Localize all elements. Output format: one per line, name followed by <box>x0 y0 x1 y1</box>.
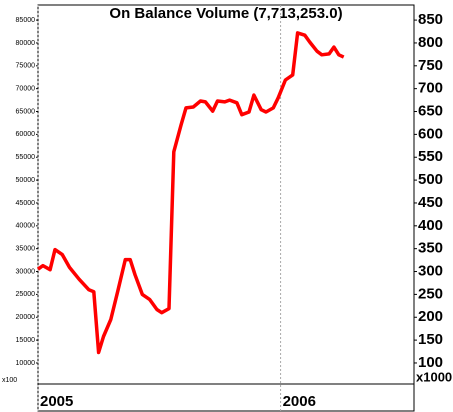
x-tick-label: 2005 <box>40 393 73 410</box>
x-axis-frame <box>37 383 415 412</box>
y-tick-label: 70000 <box>16 86 36 93</box>
y-tick-label: 15000 <box>16 337 36 344</box>
x-tick-label: 2006 <box>283 393 316 410</box>
y2-tick-label: 100 <box>418 354 443 371</box>
y-tick-label: 35000 <box>16 246 36 253</box>
y2-tick-label: 650 <box>418 102 443 119</box>
y2-tick-label: 200 <box>418 308 443 325</box>
y-tick-label: 30000 <box>16 268 36 275</box>
y2-tick-label: 250 <box>418 285 443 302</box>
y-tick-label: 10000 <box>16 360 36 367</box>
y2-tick-label: 750 <box>418 57 443 74</box>
y-tick-label: 40000 <box>16 223 36 230</box>
y-tick-label: 55000 <box>16 154 36 161</box>
y2-tick-label: 550 <box>418 148 443 165</box>
y-tick-label: 25000 <box>16 291 36 298</box>
y-tick-label: 20000 <box>16 314 36 321</box>
y2-tick-label: 450 <box>418 194 443 211</box>
y-tick-label: 60000 <box>16 131 36 138</box>
plot-frame <box>37 4 415 385</box>
y-tick-label: 65000 <box>16 108 36 115</box>
y-unit-label: x100 <box>2 377 17 384</box>
y-tick-label: 45000 <box>16 200 36 207</box>
y-tick-label: 50000 <box>16 177 36 184</box>
y2-tick-label: 400 <box>418 217 443 234</box>
y2-tick-label: 300 <box>418 263 443 280</box>
y2-tick-label: 500 <box>418 171 443 188</box>
y2-tick-label: 850 <box>418 11 443 28</box>
chart-title: On Balance Volume (7,713,253.0) <box>109 5 342 22</box>
y-tick-label: 85000 <box>16 17 36 24</box>
y2-tick-label: 350 <box>418 240 443 257</box>
y-tick-label: 80000 <box>16 40 36 47</box>
y2-tick-label: 600 <box>418 125 443 142</box>
y2-tick-label: 800 <box>418 34 443 51</box>
data-line <box>36 31 345 355</box>
y2-unit-label: x1000 <box>416 369 452 384</box>
y2-tick-label: 700 <box>418 80 443 97</box>
y-tick-label: 75000 <box>16 63 36 70</box>
y2-tick-label: 150 <box>418 331 443 348</box>
